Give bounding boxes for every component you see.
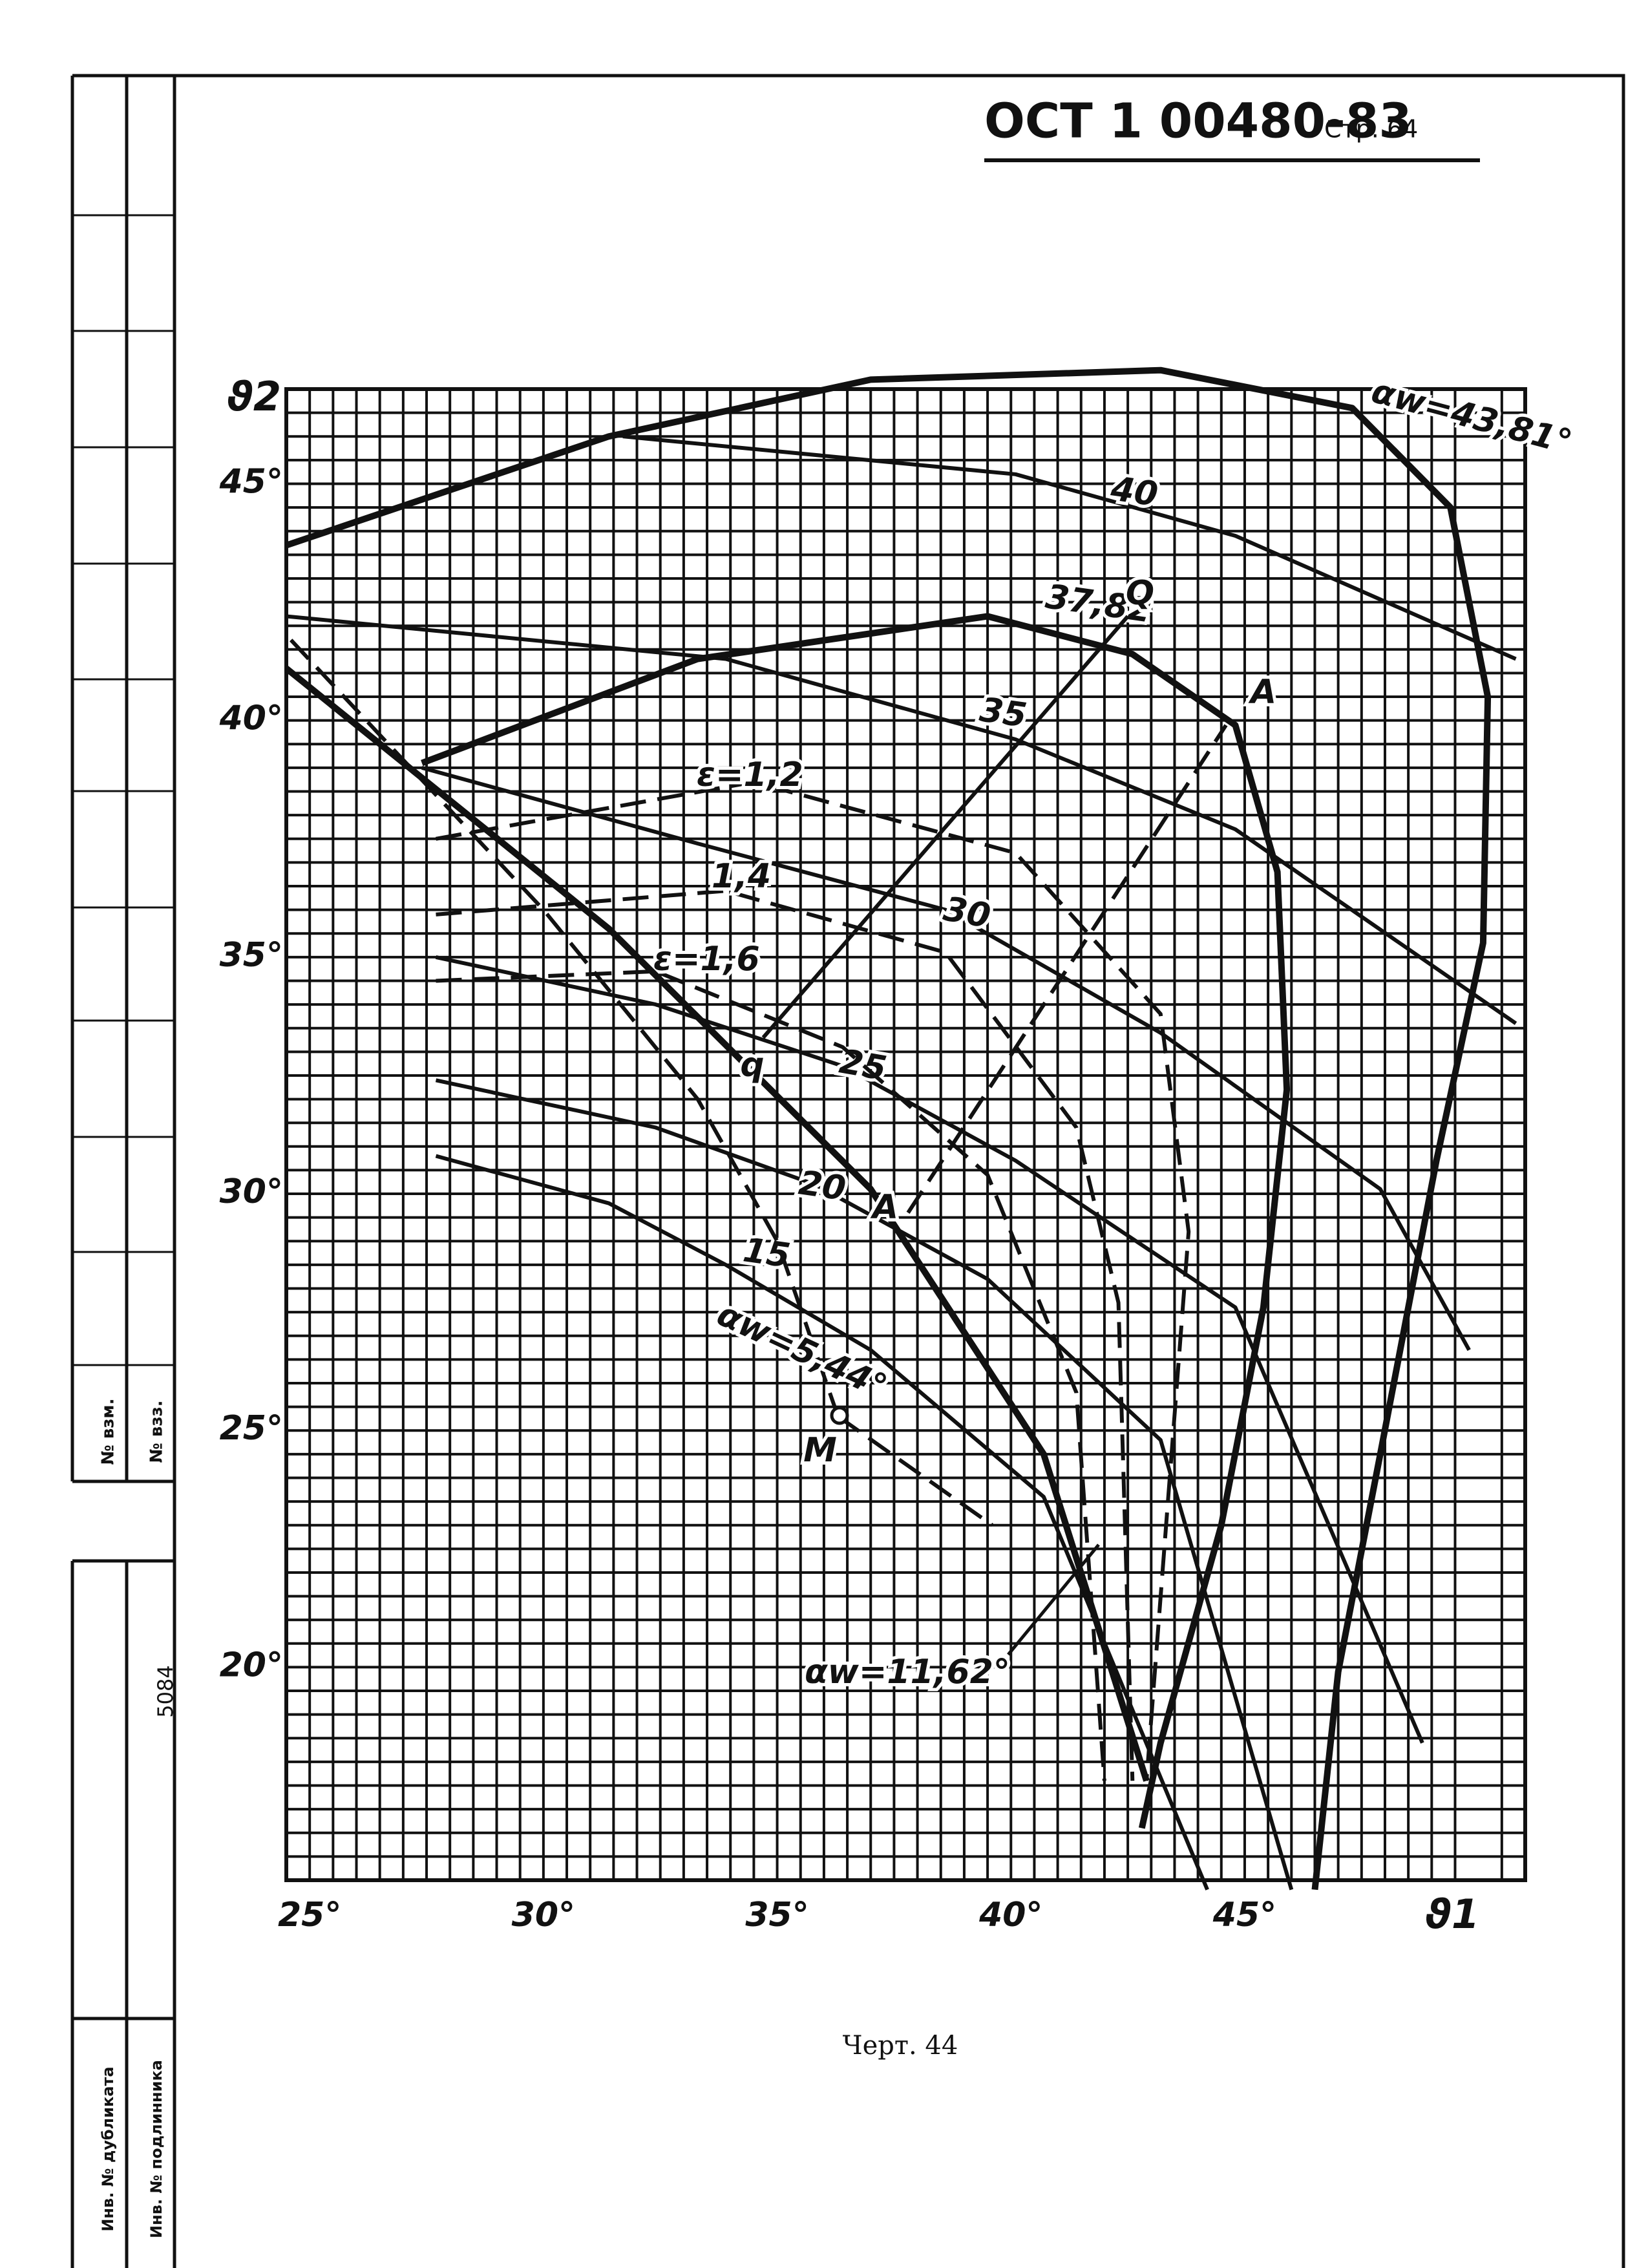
curve xyxy=(285,366,1492,1891)
x-tick-label: 30° xyxy=(512,1896,575,1934)
y-tick-label: 35° xyxy=(220,936,283,975)
caption: Черт. 44 xyxy=(843,2031,958,2061)
chart: 25° 30° 35° 40° 45° 20° 25° 30° 35° 40° 45° ϑ2 ϑ1 αw=… xyxy=(219,366,1579,1938)
curve-label: 40 xyxy=(1108,469,1160,514)
curve-label: 15 xyxy=(741,1231,792,1275)
curve-label: 35 xyxy=(977,690,1029,735)
curve xyxy=(836,1414,994,1527)
annotation: A xyxy=(1248,673,1276,712)
annotation: q xyxy=(740,1046,764,1085)
x-tick-label: 35° xyxy=(745,1896,808,1934)
point-marker xyxy=(830,1406,849,1425)
stamp-text: № взз. xyxy=(147,1401,167,1463)
stamp-text: № взм. xyxy=(99,1398,118,1465)
x-tick-label: 40° xyxy=(978,1896,1042,1934)
curve xyxy=(284,666,1150,1782)
curve xyxy=(906,724,1228,1214)
annotation: αw=11,62° xyxy=(805,1653,1010,1691)
curve-label: 30 xyxy=(940,890,993,937)
curve xyxy=(436,889,1135,1781)
annotation: A xyxy=(870,1188,898,1227)
y-tick-label: 45° xyxy=(219,462,283,501)
stamp-text: Инв. № подлинника xyxy=(147,2060,165,2238)
curve-label: ε=1,6 xyxy=(653,940,760,979)
curve xyxy=(421,613,1291,1829)
curve xyxy=(435,1078,1294,1891)
curve xyxy=(436,969,1106,1781)
y-axis-label: ϑ2 xyxy=(227,373,281,420)
x-tick-label: 45° xyxy=(1212,1896,1276,1934)
frame xyxy=(70,74,1625,2268)
curve xyxy=(421,766,1471,1351)
curve xyxy=(290,639,840,1417)
y-tick-label: 30° xyxy=(220,1172,283,1211)
curve xyxy=(435,779,1191,1781)
stamp-text: Инв. № дубликата xyxy=(99,2066,117,2231)
curve xyxy=(286,614,1517,1025)
y-tick-label: 25° xyxy=(220,1409,283,1448)
y-tick-label: 20° xyxy=(220,1646,283,1684)
y-tick-label: 40° xyxy=(219,699,283,738)
curve-label: αw=43,81° xyxy=(1368,372,1576,462)
stamp-text: 5084 xyxy=(153,1665,178,1717)
curve-label: 20 xyxy=(796,1163,848,1208)
curve-label: ε=1,2 xyxy=(697,756,803,794)
page-number: Стр. 64 xyxy=(1324,115,1418,143)
plot-border xyxy=(284,387,1527,1882)
x-tick-label: 25° xyxy=(278,1896,341,1934)
curve-label: 1,4 xyxy=(712,857,771,896)
curve xyxy=(622,434,1517,661)
curve xyxy=(435,955,1424,1744)
curve xyxy=(761,615,1130,1039)
doc-title: ОСТ 1 00480-83 xyxy=(984,94,1412,149)
x-axis-label: ϑ1 xyxy=(1425,1891,1479,1938)
annotation: Q xyxy=(1126,574,1154,613)
leader-line xyxy=(1007,1543,1100,1656)
annotation: M xyxy=(803,1431,837,1470)
